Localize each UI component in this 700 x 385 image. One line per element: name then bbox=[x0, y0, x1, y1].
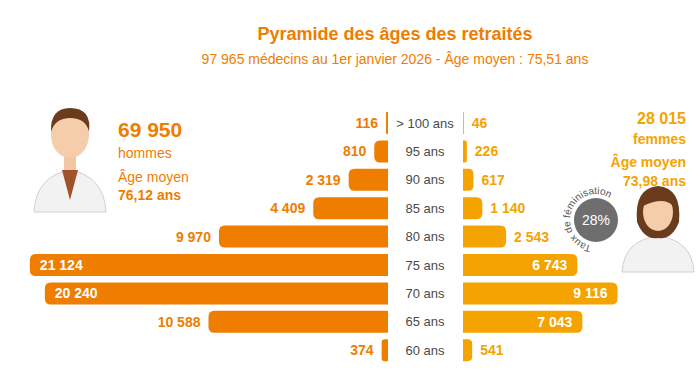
subtitle: 97 965 médecins au 1er janvier 2026 - Âg… bbox=[202, 51, 589, 67]
bar-women bbox=[463, 254, 577, 276]
bar-men bbox=[382, 339, 388, 361]
category-label: 65 ans bbox=[405, 314, 445, 329]
bar-women bbox=[463, 226, 506, 248]
man-icon bbox=[34, 108, 106, 212]
bar-men bbox=[386, 112, 388, 134]
title: Pyramide des âges des retraités bbox=[257, 24, 532, 44]
data-label-women: 46 bbox=[472, 115, 488, 131]
hair bbox=[51, 108, 89, 132]
bar-women bbox=[463, 339, 472, 361]
fringe bbox=[643, 192, 673, 206]
data-label-men: 20 240 bbox=[55, 285, 98, 301]
bar-men bbox=[313, 197, 388, 219]
category-label: 75 ans bbox=[405, 258, 445, 273]
data-label-women: 9 116 bbox=[573, 285, 607, 301]
data-label-women: 7 043 bbox=[537, 314, 572, 330]
category-label: > 100 ans bbox=[396, 116, 454, 131]
bars-women bbox=[463, 112, 618, 361]
category-label: 85 ans bbox=[405, 201, 445, 216]
men-mean-age-caption: Âge moyen bbox=[118, 169, 189, 185]
data-label-women: 226 bbox=[475, 143, 499, 159]
shirt bbox=[62, 170, 78, 200]
women-total: 28 015 bbox=[637, 110, 686, 127]
bars-men bbox=[30, 112, 388, 361]
data-label-men: 10 588 bbox=[158, 314, 201, 330]
bar-women bbox=[463, 311, 582, 333]
category-label: 80 ans bbox=[405, 229, 445, 244]
category-label: 70 ans bbox=[405, 286, 445, 301]
bar-men bbox=[219, 226, 388, 248]
caption-path: Taux de féminisation bbox=[561, 185, 614, 254]
men-mean-age: 76,12 ans bbox=[118, 187, 181, 203]
bar-women bbox=[463, 112, 464, 134]
bar-men bbox=[208, 311, 388, 333]
data-label-women: 617 bbox=[481, 172, 505, 188]
feminization-badge bbox=[574, 198, 618, 242]
data-label-women: 2 543 bbox=[514, 229, 549, 245]
legend-women: femmes bbox=[633, 131, 686, 147]
feminization-caption: Taux de féminisation bbox=[561, 185, 614, 254]
men-total: 69 950 bbox=[118, 118, 182, 141]
category-label: 95 ans bbox=[405, 144, 445, 159]
legend-men: hommes bbox=[118, 145, 172, 161]
data-label-men: 116 bbox=[355, 115, 378, 131]
data-label-women: 6 743 bbox=[532, 257, 567, 273]
data-label-men: 810 bbox=[343, 143, 367, 159]
data-label-men: 2 319 bbox=[306, 172, 341, 188]
data-label-men: 9 970 bbox=[176, 229, 211, 245]
bar-men bbox=[45, 282, 388, 304]
data-label-men: 4 409 bbox=[270, 200, 305, 216]
bar-women bbox=[463, 197, 482, 219]
feminization-rate: 28% bbox=[582, 212, 610, 228]
bar-men bbox=[30, 254, 388, 276]
bar-women bbox=[463, 282, 618, 304]
hair bbox=[637, 186, 680, 238]
data-label-men: 374 bbox=[350, 342, 374, 358]
bar-men bbox=[374, 140, 388, 162]
data-label-women: 1 140 bbox=[490, 200, 525, 216]
bar-women bbox=[463, 140, 467, 162]
bar-women bbox=[463, 169, 473, 191]
bar-men bbox=[349, 169, 388, 191]
category-label: 90 ans bbox=[405, 172, 445, 187]
chart-canvas: Pyramide des âges des retraités 97 965 mé… bbox=[0, 0, 700, 385]
coat bbox=[622, 236, 694, 272]
woman-icon bbox=[622, 186, 694, 272]
category-label: 60 ans bbox=[405, 343, 445, 358]
data-label-women: 541 bbox=[480, 342, 504, 358]
coat bbox=[34, 170, 106, 212]
women-mean-age-caption: Âge moyen bbox=[611, 153, 686, 170]
data-label-men: 21 124 bbox=[40, 257, 83, 273]
